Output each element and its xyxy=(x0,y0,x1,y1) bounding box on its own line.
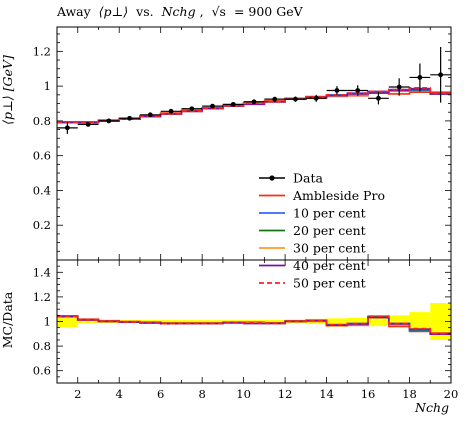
x-tick-label: 6 xyxy=(157,387,164,401)
data-point xyxy=(168,108,174,114)
data-point xyxy=(417,75,423,80)
y-tick-label-main: 0.6 xyxy=(33,149,51,163)
ratio-uncertainty-band xyxy=(326,318,348,325)
y-tick-label-ratio: 1.2 xyxy=(33,290,51,304)
chart-title: Away ⟨p⊥⟩ vs. Nchg , √s = 900 GeV xyxy=(56,4,304,19)
series-line-40-per-cent xyxy=(57,87,451,124)
legend-label-50-per-cent: 50 per cent xyxy=(293,276,366,291)
ratio-panel: 2 4 6 8 10 12 14 16 18 20 0.6 0.8 1 1.2 1.4 xyxy=(33,259,459,401)
data-point xyxy=(251,99,257,105)
data-point xyxy=(106,118,112,124)
x-tick-label: 10 xyxy=(236,387,251,401)
title-sqrt-s: √s xyxy=(212,4,226,19)
y-axis-label-ratio: MC/Data xyxy=(0,291,15,348)
ratio-uncertainty-band xyxy=(347,317,369,326)
y-tick-label-main: 0.8 xyxy=(33,114,51,128)
data-point xyxy=(230,101,236,107)
title-energy: = 900 GeV xyxy=(234,4,304,19)
title-nchg: Nchg xyxy=(161,4,196,19)
data-point xyxy=(85,121,91,127)
x-tick-label: 14 xyxy=(319,387,334,401)
data-point xyxy=(376,95,381,101)
x-tick-label: 12 xyxy=(278,387,293,401)
data-point xyxy=(64,125,70,131)
ratio-uncertainty-band xyxy=(264,319,286,324)
x-tick-label: 4 xyxy=(116,387,123,401)
ratio-line-50-per-cent xyxy=(57,315,451,335)
series-line-50-per-cent xyxy=(57,87,451,124)
main-panel: 0.2 0.4 0.6 0.8 1 1.2 xyxy=(33,26,452,383)
legend-label-ambleside-pro: Ambleside Pro xyxy=(292,188,385,203)
data-point xyxy=(438,72,444,78)
y-tick-label-ratio: 1 xyxy=(44,315,51,329)
x-tick-label: 18 xyxy=(402,387,417,401)
legend-label-30-per-cent: 30 per cent xyxy=(293,241,366,256)
data-point xyxy=(272,96,278,102)
data-point xyxy=(189,106,195,112)
y-tick-label-main: 1 xyxy=(44,79,51,93)
ratio-uncertainty-band xyxy=(409,312,431,331)
ratio-uncertainty-band xyxy=(77,319,99,324)
legend-label-20-per-cent: 20 per cent xyxy=(293,223,366,238)
y-tick-label-main: 0.4 xyxy=(33,183,51,197)
legend-label-10-per-cent: 10 per cent xyxy=(293,206,366,221)
y-axis-label-main: ⟨p⊥⟩ [GeV] xyxy=(0,55,15,125)
y-tick-label-ratio: 0.8 xyxy=(33,339,51,353)
x-tick-label: 20 xyxy=(444,387,459,401)
legend-label-data: Data xyxy=(293,171,323,186)
data-point xyxy=(127,115,132,121)
legend-marker-data xyxy=(269,175,275,181)
data-point xyxy=(147,112,153,118)
ratio-uncertainty-band xyxy=(368,316,389,327)
x-axis-label: Nchg xyxy=(414,400,449,415)
x-tick-label: 8 xyxy=(198,387,205,401)
ratio-uncertainty-band xyxy=(181,320,203,323)
y-tick-label-ratio: 0.6 xyxy=(33,364,51,378)
ratio-uncertainty-band xyxy=(160,320,182,323)
ratio-uncertainty-band xyxy=(430,303,451,340)
data-point xyxy=(293,96,298,102)
data-point xyxy=(355,88,361,93)
data-point xyxy=(334,88,340,93)
legend: Data Ambleside Pro 10 per cent 20 per cent 3… xyxy=(259,171,385,291)
data-point xyxy=(210,103,215,109)
y-tick-label-ratio: 1.4 xyxy=(33,265,51,279)
data-point xyxy=(313,95,319,101)
y-tick-label-main: 1.2 xyxy=(33,44,51,58)
title-away: Away xyxy=(56,4,92,19)
x-tick-label: 16 xyxy=(361,387,376,401)
x-tick-label: 2 xyxy=(74,387,81,401)
series-line-ambleside-pro xyxy=(57,91,451,123)
ratio-uncertainty-band xyxy=(202,320,223,323)
y-tick-label-main: 0.2 xyxy=(33,218,51,232)
data-point xyxy=(396,84,402,90)
svg-text:Away ⟨p⊥⟩ vs.: Away ⟨p⊥⟩ vs. Nchg , √s = 900 GeV xyxy=(56,4,304,19)
ratio-uncertainty-band xyxy=(57,315,78,328)
title-vs: vs. xyxy=(135,4,153,19)
title-pt-symbol: ⟨p⊥⟩ xyxy=(99,4,129,19)
main-frame xyxy=(56,26,452,261)
legend-label-40-per-cent: 40 per cent xyxy=(293,258,366,273)
